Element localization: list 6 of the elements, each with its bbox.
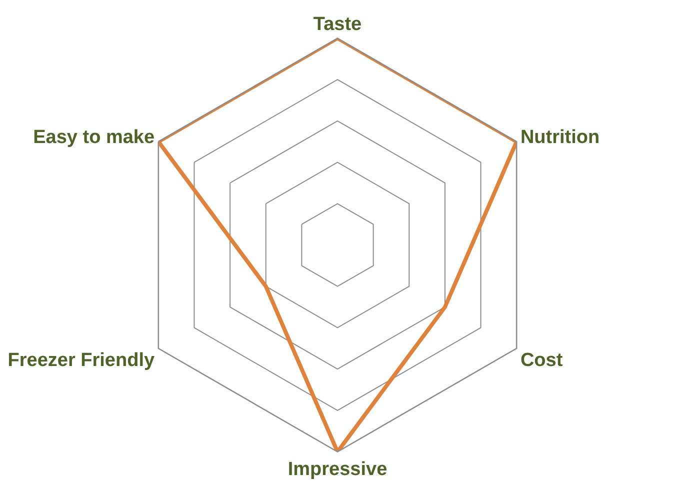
- spoke-label: Easy to make: [33, 127, 155, 148]
- spoke-label: Taste: [313, 14, 362, 35]
- spoke-label: Nutrition: [520, 127, 600, 148]
- spoke-label: Cost: [520, 350, 564, 371]
- spoke-label: Impressive: [288, 459, 388, 480]
- spoke-label: Freezer Friendly: [8, 350, 155, 371]
